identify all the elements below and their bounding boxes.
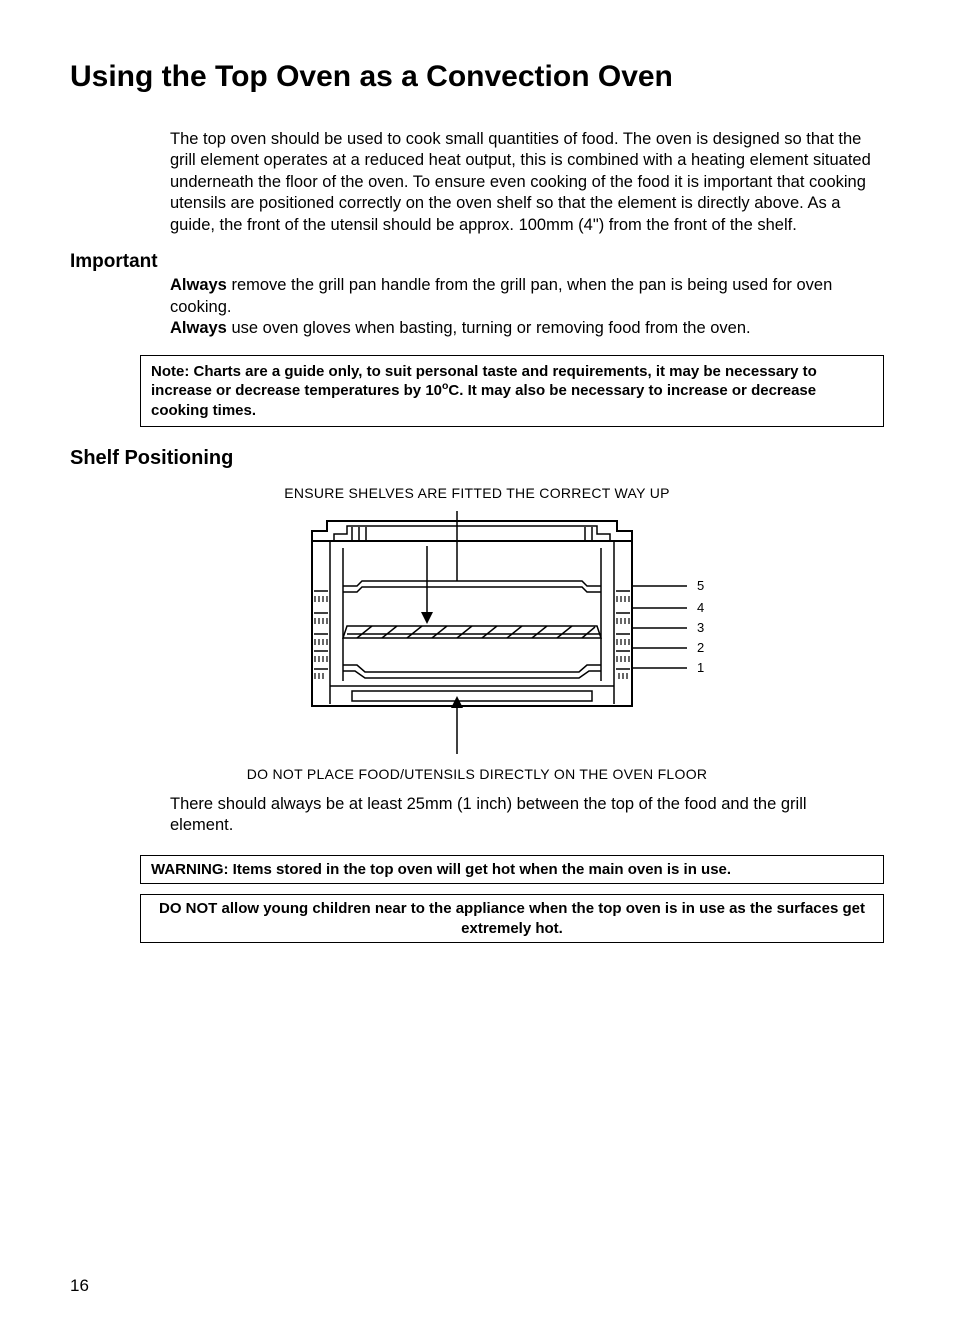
shelf-label-5: 5	[697, 578, 704, 593]
always-label-2: Always	[170, 319, 227, 337]
shelf-label-4: 4	[697, 600, 704, 615]
diagram-caption-bottom: DO NOT PLACE FOOD/UTENSILS DIRECTLY ON T…	[70, 766, 884, 782]
shelf-label-1: 1	[697, 660, 704, 675]
shelf-positioning-heading: Shelf Positioning	[70, 447, 884, 470]
note-box: Note: Charts are a guide only, to suit p…	[140, 355, 884, 428]
page-number: 16	[70, 1276, 89, 1296]
important-text-1: remove the grill pan handle from the gri…	[170, 276, 832, 315]
always-label-1: Always	[170, 276, 227, 294]
oven-diagram: ENSURE SHELVES ARE FITTED THE CORRECT WA…	[70, 485, 884, 782]
warning-box-1: WARNING: Items stored in the top oven wi…	[140, 855, 884, 885]
intro-paragraph: The top oven should be used to cook smal…	[170, 129, 884, 236]
warning-box-2: DO NOT allow young children near to the …	[140, 894, 884, 943]
page-title: Using the Top Oven as a Convection Oven	[70, 60, 884, 94]
important-heading: Important	[70, 251, 884, 273]
important-paragraph: Always remove the grill pan handle from …	[170, 275, 884, 339]
important-text-2: use oven gloves when basting, turning or…	[227, 319, 751, 337]
oven-shelves-svg: 5 4 3 2 1	[197, 506, 757, 761]
shelf-label-3: 3	[697, 620, 704, 635]
after-diagram-text: There should always be at least 25mm (1 …	[170, 794, 870, 837]
diagram-caption-top: ENSURE SHELVES ARE FITTED THE CORRECT WA…	[70, 485, 884, 501]
shelf-label-2: 2	[697, 640, 704, 655]
